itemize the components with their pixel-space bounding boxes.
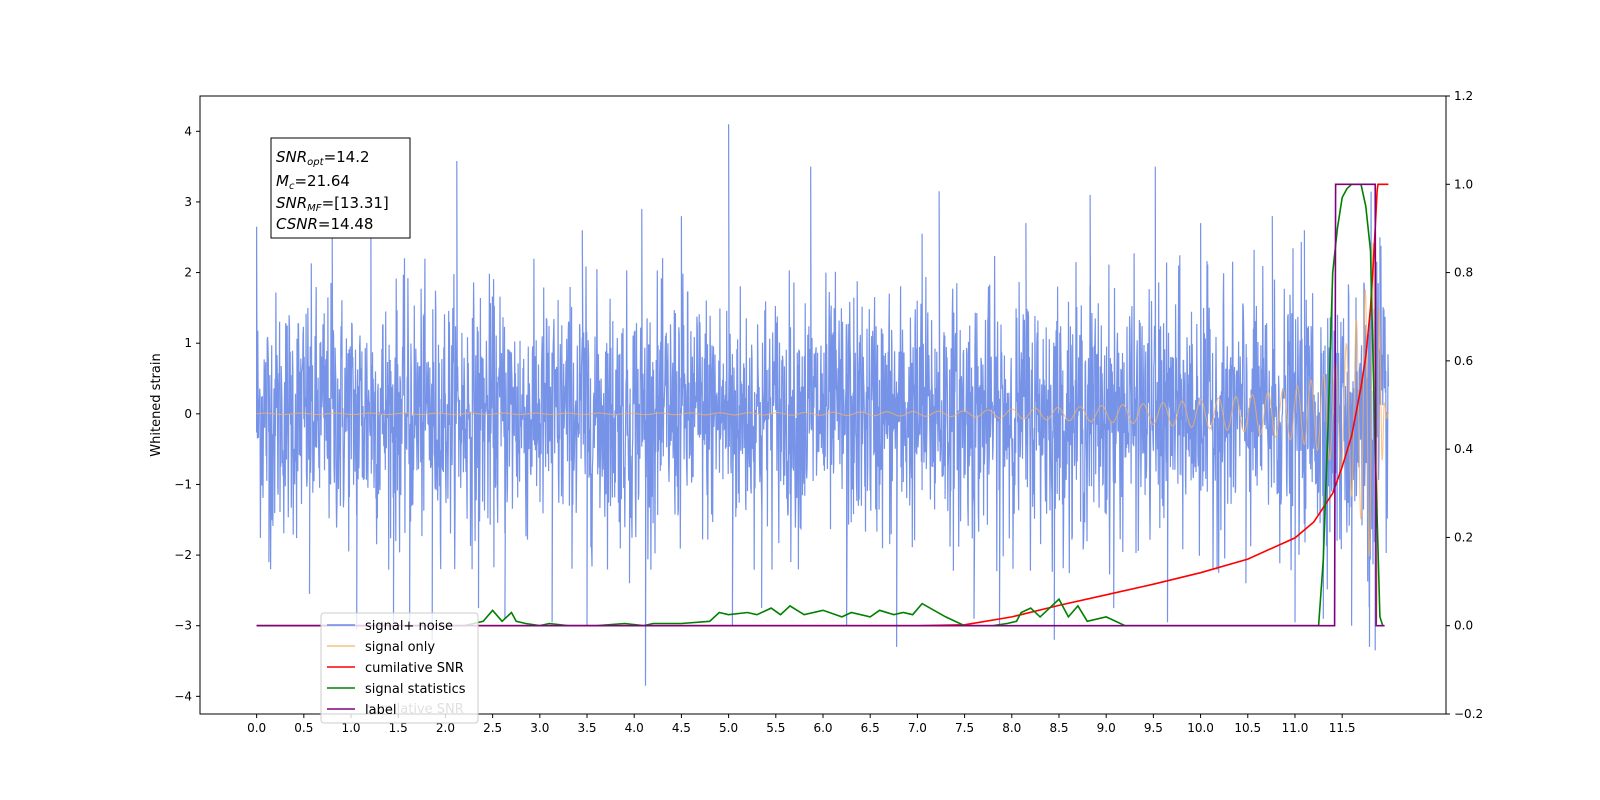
- annotation-line-mc: Mc=21.64: [276, 172, 350, 192]
- y-axis-right: −0.2 0.0 0.2 0.4 0.6 0.8 1.0 1.2: [1446, 89, 1483, 721]
- x-tick-label: 1.5: [389, 721, 408, 735]
- x-tick-label: 7.5: [955, 721, 974, 735]
- y2-tick-label: 0.6: [1454, 354, 1473, 368]
- y2-tick-label: 1.0: [1454, 177, 1473, 191]
- series-layer: [256, 124, 1389, 686]
- y-axis-left: −4 −3 −2 −1 0 1 2 3 4: [174, 124, 200, 703]
- x-tick-label: 4.5: [672, 721, 691, 735]
- x-tick-label: 10.0: [1187, 721, 1214, 735]
- x-tick-label: 3.5: [577, 721, 596, 735]
- x-tick-label: 11.0: [1282, 721, 1309, 735]
- x-tick-label: 0.5: [294, 721, 313, 735]
- x-tick-label: 2.5: [483, 721, 502, 735]
- y-tick-label: 1: [184, 336, 192, 350]
- annotation-line-snr-mf: SNRMF=[13.31]: [276, 194, 389, 214]
- series-signal-statistics: [256, 183, 1384, 627]
- legend-frame: [320, 612, 479, 724]
- x-tick-label: 5.0: [719, 721, 738, 735]
- x-tick-label: 0.0: [247, 721, 266, 735]
- x-tick-label: 7.0: [908, 721, 927, 735]
- legend-label: cumilative SNR: [365, 661, 464, 676]
- y2-tick-label: 0.8: [1454, 266, 1473, 280]
- legend-ghost-text: cumilative SNR: [365, 702, 464, 717]
- series-signal-only: [256, 242, 1389, 624]
- y-tick-label: −2: [174, 548, 192, 562]
- y-axis-label: Whitened strain: [149, 353, 164, 456]
- x-tick-label: 1.0: [341, 721, 360, 735]
- x-tick-label: 2.0: [436, 721, 455, 735]
- legend-label: signal+ noise: [365, 619, 453, 634]
- annotation-line-snr-opt: SNRopt=14.2: [276, 148, 370, 168]
- y2-tick-label: 1.2: [1454, 89, 1473, 103]
- y-tick-label: 4: [184, 124, 192, 138]
- annotation-line-csnr: CSNR=14.48: [276, 215, 373, 233]
- series-signal-noise: [256, 124, 1389, 686]
- legend-label: label: [365, 703, 396, 718]
- y-tick-label: −3: [174, 619, 192, 633]
- y2-tick-label: 0.0: [1454, 619, 1473, 633]
- x-tick-label: 10.5: [1234, 721, 1261, 735]
- y2-tick-label: 0.4: [1454, 442, 1473, 456]
- y-tick-label: 2: [184, 266, 192, 280]
- x-tick-label: 9.5: [1144, 721, 1163, 735]
- y-tick-label: 3: [184, 195, 192, 209]
- x-tick-label: 4.0: [625, 721, 644, 735]
- y-tick-label: −1: [174, 477, 192, 491]
- y-tick-label: 0: [184, 407, 192, 421]
- series-label: [256, 183, 1385, 627]
- x-tick-label: 6.0: [813, 721, 832, 735]
- annotation-frame: [270, 137, 411, 239]
- x-tick-label: 9.0: [1097, 721, 1116, 735]
- x-tick-label: 3.0: [530, 721, 549, 735]
- legend-label: signal only: [365, 640, 435, 655]
- x-tick-label: 11.5: [1329, 721, 1356, 735]
- y-tick-label: −4: [174, 689, 192, 703]
- x-tick-label: 6.5: [861, 721, 880, 735]
- annotation-box: SNRopt=14.2 Mc=21.64 SNRMF=[13.31] CSNR=…: [270, 137, 411, 239]
- x-tick-label: 8.0: [1002, 721, 1021, 735]
- x-tick-label: 5.5: [766, 721, 785, 735]
- legend: cumilative SNR signal+ noise signal only c…: [320, 612, 479, 724]
- y2-tick-label: 0.2: [1454, 530, 1473, 544]
- y2-tick-label: −0.2: [1454, 707, 1483, 721]
- x-tick-label: 8.5: [1049, 721, 1068, 735]
- x-axis: 0.0 0.5 1.0 1.5 2.0 2.5 3.0 3.5 4.0 4.5 5.0 5.5 6.0 6…: [247, 714, 1356, 735]
- legend-label: signal statistics: [365, 682, 466, 697]
